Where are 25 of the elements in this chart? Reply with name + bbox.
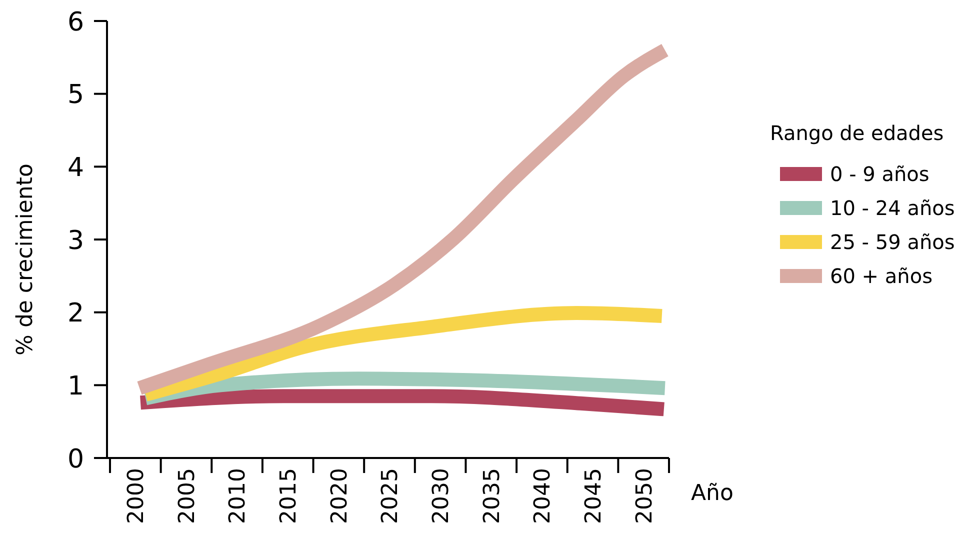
y-tick-label: 6 — [67, 7, 84, 38]
legend-label: 0 - 9 años — [830, 162, 930, 186]
y-tick-label: 2 — [67, 298, 84, 329]
legend-label: 25 - 59 años — [830, 230, 955, 254]
y-axis-title: % de crecimiento — [13, 164, 38, 356]
x-tick-label: 2050 — [632, 468, 658, 524]
y-tick-label: 5 — [67, 80, 84, 110]
legend-label: 60 + años — [830, 264, 933, 288]
x-tick-label: 2030 — [429, 468, 454, 524]
legend-label: 10 - 24 años — [830, 196, 955, 220]
x-tick-label: 2020 — [327, 468, 352, 524]
x-tick-label: 2025 — [378, 468, 404, 524]
x-tick-label: 2045 — [581, 468, 606, 524]
x-tick-label: 2015 — [276, 468, 302, 524]
y-tick-label: 4 — [67, 153, 84, 184]
x-tick-label: 2000 — [124, 468, 150, 524]
x-axis-title: Año — [691, 481, 734, 506]
x-tick-label: 2005 — [174, 468, 200, 524]
y-tick-label: 1 — [67, 372, 84, 402]
y-tick-label: 3 — [67, 226, 84, 256]
y-tick-label: 0 — [67, 444, 84, 474]
x-tick-label: 2035 — [480, 468, 505, 524]
x-tick-label: 2040 — [530, 468, 556, 524]
x-tick-label: 2010 — [226, 468, 251, 524]
legend-title: Rango de edades — [770, 121, 944, 145]
